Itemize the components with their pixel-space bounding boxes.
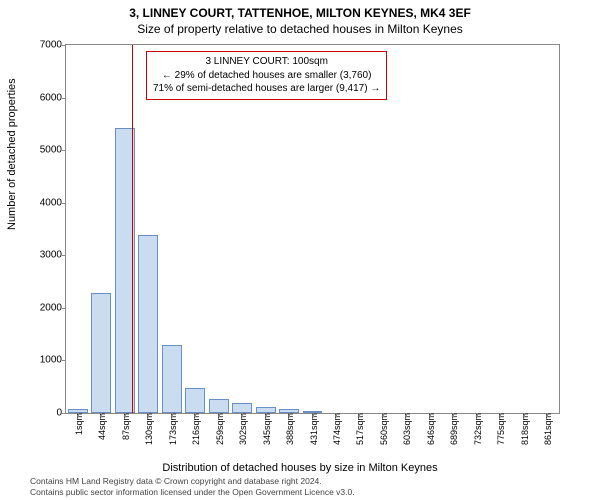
chart-title-sub: Size of property relative to detached ho… [0,22,600,36]
histogram-bar [303,411,323,413]
chart-title-main: 3, LINNEY COURT, TATTENHOE, MILTON KEYNE… [0,6,600,20]
x-tick-label: 388sqm [283,413,295,445]
y-tick-mark [62,98,66,99]
x-tick-label: 732sqm [471,413,483,445]
property-marker-line [132,45,134,413]
x-tick-label: 517sqm [353,413,365,445]
x-tick-label: 560sqm [377,413,389,445]
x-tick-mark [524,413,525,417]
x-tick-label: 259sqm [213,413,225,445]
histogram-bar [138,235,158,413]
x-tick-label: 302sqm [236,413,248,445]
histogram-bar [279,409,299,413]
x-tick-mark [172,413,173,417]
x-tick-mark [101,413,102,417]
x-tick-mark [383,413,384,417]
y-tick-mark [62,45,66,46]
x-tick-label: 130sqm [142,413,154,445]
x-tick-mark [500,413,501,417]
histogram-bar [232,403,252,414]
histogram-bar [256,407,276,413]
x-tick-label: 474sqm [330,413,342,445]
footer-line-2: Contains public sector information licen… [30,487,355,498]
x-tick-label: 216sqm [189,413,201,445]
x-tick-mark [477,413,478,417]
x-tick-mark [195,413,196,417]
x-tick-mark [430,413,431,417]
x-tick-label: 689sqm [447,413,459,445]
x-tick-label: 818sqm [518,413,530,445]
x-tick-mark [78,413,79,417]
y-tick-mark [62,150,66,151]
histogram-bar [209,399,229,413]
x-tick-label: 861sqm [541,413,553,445]
x-tick-label: 646sqm [424,413,436,445]
x-tick-mark [547,413,548,417]
x-tick-mark [125,413,126,417]
x-tick-label: 87sqm [119,413,131,440]
annotation-line2: ← 29% of detached houses are smaller (3,… [153,69,380,83]
y-tick-mark [62,255,66,256]
histogram-bar [91,293,111,413]
footer-attribution: Contains HM Land Registry data © Crown c… [30,476,355,498]
x-tick-label: 431sqm [307,413,319,445]
x-tick-mark [406,413,407,417]
annotation-box: 3 LINNEY COURT: 100sqm← 29% of detached … [146,51,387,100]
x-tick-mark [242,413,243,417]
x-tick-mark [313,413,314,417]
x-tick-label: 44sqm [95,413,107,440]
annotation-line3: 71% of semi-detached houses are larger (… [153,82,380,96]
histogram-bar [68,409,88,413]
x-tick-mark [359,413,360,417]
x-tick-mark [453,413,454,417]
histogram-bar [185,388,205,413]
x-tick-label: 173sqm [166,413,178,445]
x-tick-mark [219,413,220,417]
x-tick-mark [148,413,149,417]
footer-line-1: Contains HM Land Registry data © Crown c… [30,476,355,487]
annotation-line1: 3 LINNEY COURT: 100sqm [153,55,380,69]
x-tick-label: 603sqm [400,413,412,445]
x-tick-label: 345sqm [260,413,272,445]
x-tick-label: 775sqm [494,413,506,445]
y-axis-label: Number of detached properties [6,78,18,230]
x-axis-label: Distribution of detached houses by size … [0,462,600,474]
y-tick-mark [62,308,66,309]
x-tick-mark [289,413,290,417]
y-tick-mark [62,413,66,414]
chart-plot-area: 010002000300040005000600070001sqm44sqm87… [65,44,560,414]
y-tick-mark [62,360,66,361]
x-tick-mark [336,413,337,417]
y-tick-mark [62,203,66,204]
x-tick-mark [266,413,267,417]
histogram-bar [162,345,182,413]
